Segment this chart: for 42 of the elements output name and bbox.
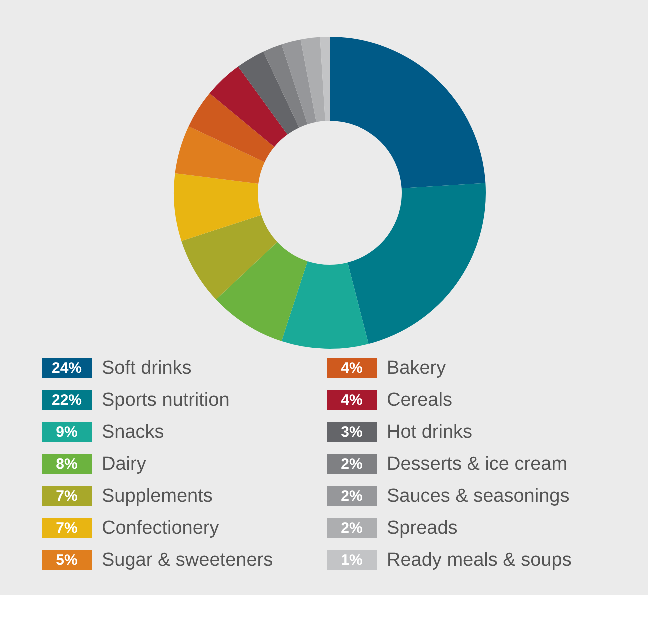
- data-label: 4%: [341, 360, 363, 377]
- data-label: 24%: [52, 360, 82, 377]
- donut-slice: [210, 66, 288, 148]
- legend-label: Ready meals & soups: [387, 550, 572, 571]
- data-label: 3%: [341, 424, 363, 441]
- legend-label: Cereals: [387, 390, 452, 411]
- data-label: 22%: [52, 392, 82, 409]
- legend-label: Snacks: [102, 422, 164, 443]
- legend-label: Bakery: [387, 358, 447, 379]
- data-label: 8%: [56, 456, 78, 473]
- legend-label: Sports nutrition: [102, 390, 230, 411]
- donut-slice: [238, 52, 300, 135]
- legend-label: Hot drinks: [387, 422, 473, 443]
- data-label: 2%: [341, 488, 363, 505]
- legend-label: Spreads: [387, 518, 458, 539]
- data-label: 7%: [56, 520, 78, 537]
- legend-label: Dairy: [102, 454, 147, 475]
- donut-slice: [175, 126, 265, 184]
- legend-label: Sauces & seasonings: [387, 486, 570, 507]
- donut-slice: [216, 242, 308, 342]
- legend-label: Soft drinks: [102, 358, 192, 379]
- data-label: 7%: [56, 488, 78, 505]
- donut-slice: [282, 40, 317, 125]
- legend-label: Supplements: [102, 486, 213, 507]
- data-label: 4%: [341, 392, 363, 409]
- donut-slice: [264, 44, 308, 128]
- donut-slice: [188, 94, 275, 162]
- data-label: 2%: [341, 456, 363, 473]
- data-label: 2%: [341, 520, 363, 537]
- legend-label: Desserts & ice cream: [387, 454, 568, 475]
- donut-slice: [174, 173, 262, 242]
- donut-slice: [330, 37, 486, 188]
- legend-label: Confectionery: [102, 518, 220, 539]
- data-label: 1%: [341, 552, 363, 569]
- data-label: 5%: [56, 552, 78, 569]
- legend-label: Sugar & sweeteners: [102, 550, 274, 571]
- donut-slice: [348, 183, 486, 344]
- donut-slice: [320, 37, 330, 122]
- donut-slice: [300, 37, 326, 122]
- donut-slice: [282, 261, 369, 349]
- donut-slice: [182, 215, 278, 300]
- data-label: 9%: [56, 424, 78, 441]
